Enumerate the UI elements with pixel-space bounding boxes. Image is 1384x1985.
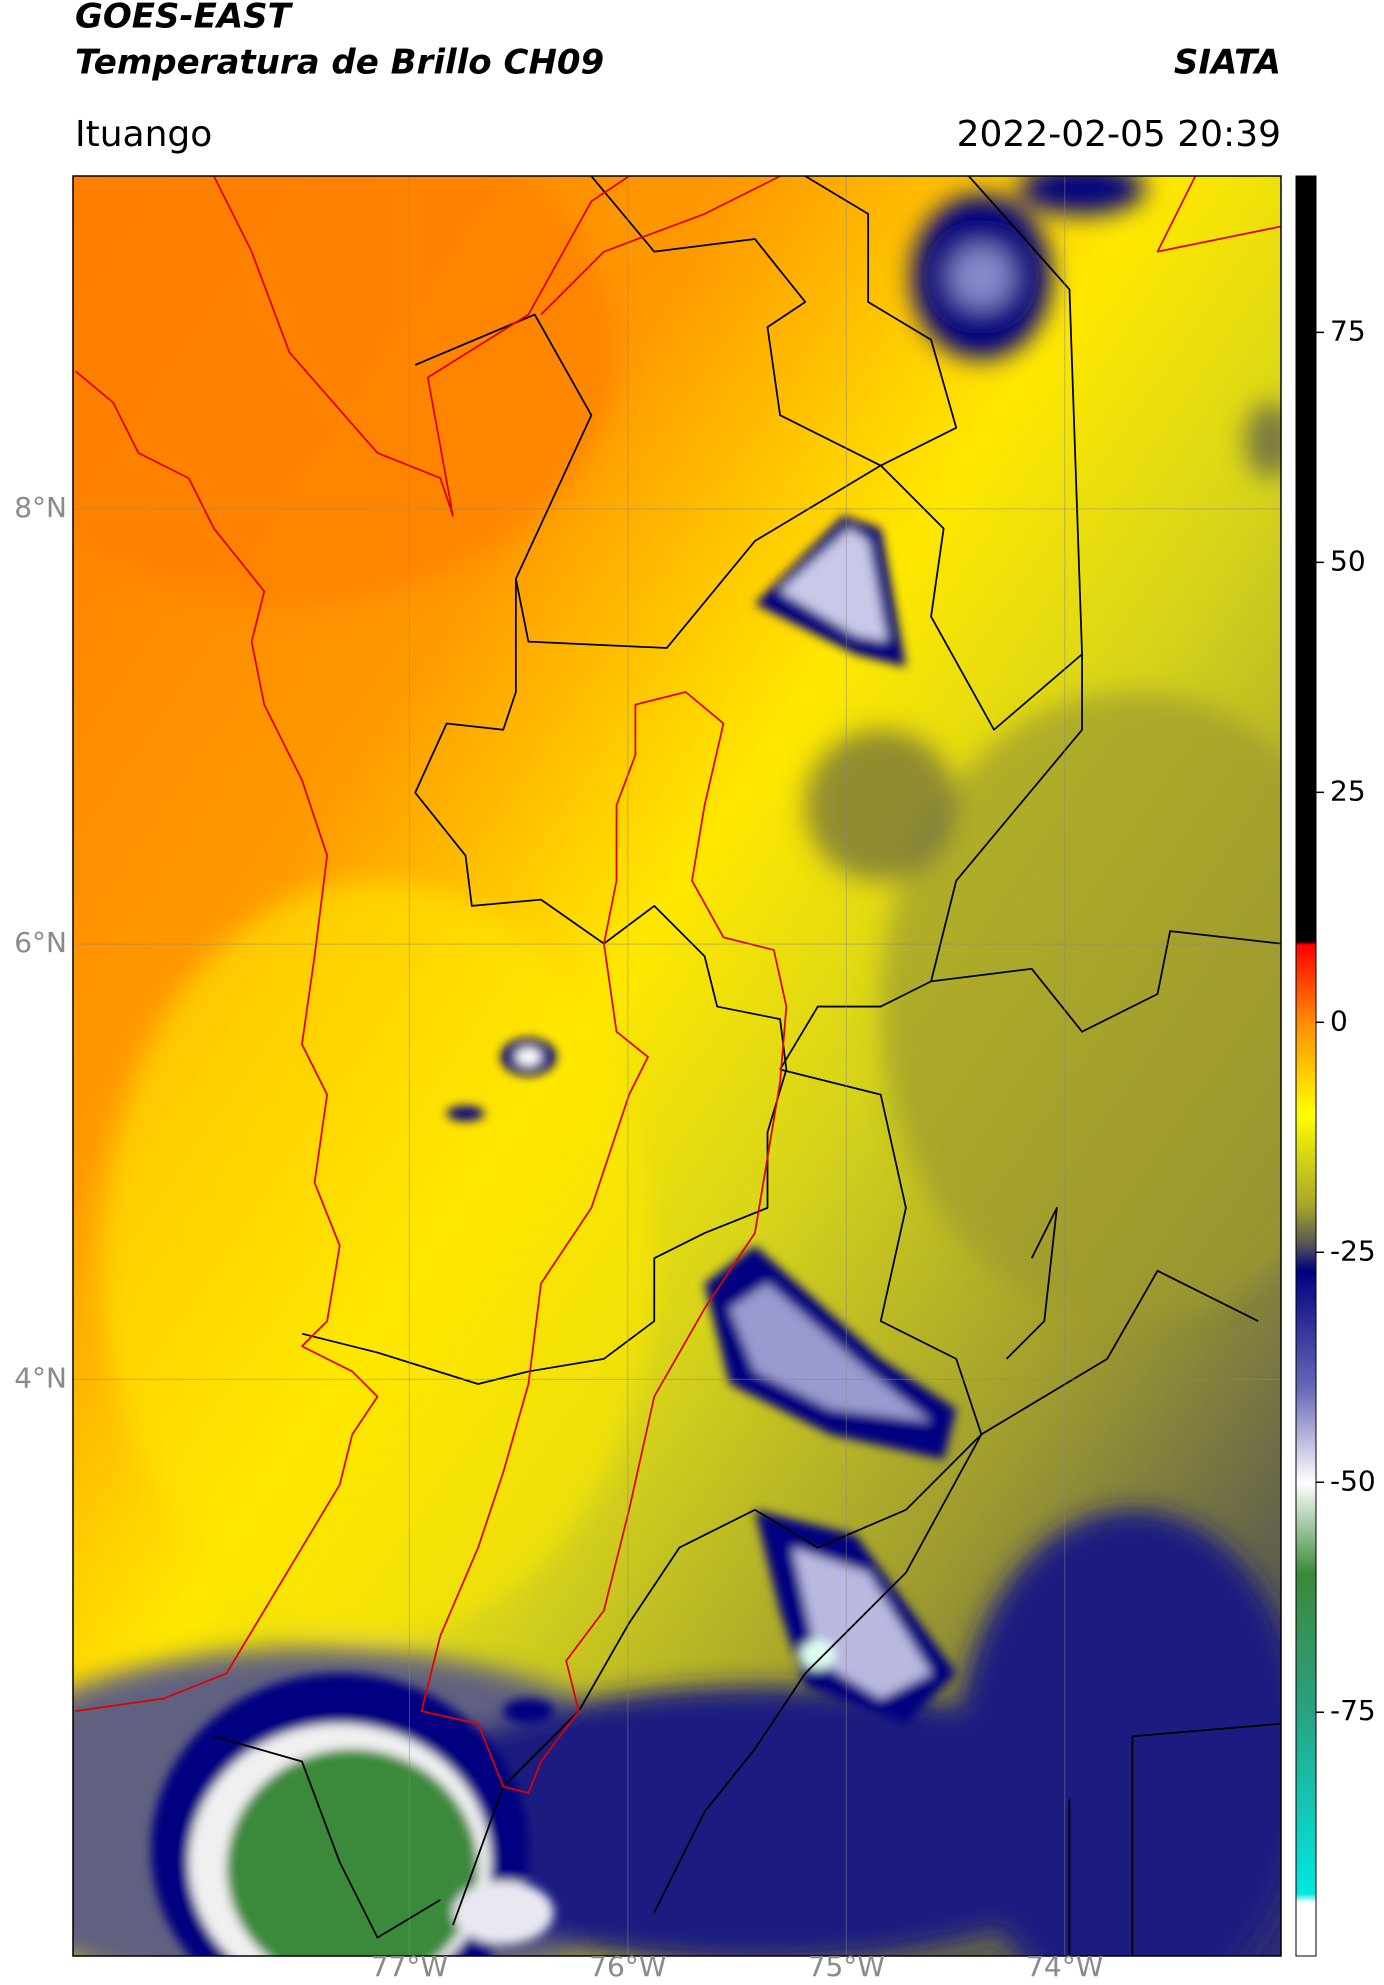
map-frame <box>72 175 1282 1957</box>
colorbar-label: 75 <box>1330 314 1366 347</box>
lon-label: 77°W <box>371 1950 448 1981</box>
grid <box>73 176 1281 1956</box>
colorbar-label: 0 <box>1330 1004 1348 1037</box>
source: SIATA <box>1174 43 1281 83</box>
map-image <box>73 176 1281 1956</box>
subtitle: Temperatura de Brillo CH09 <box>75 43 604 83</box>
colorbar-label: -25 <box>1330 1234 1376 1267</box>
colorbar-label: 25 <box>1330 774 1366 807</box>
lat-label: 8°N <box>14 491 67 524</box>
lat-label: 6°N <box>14 926 67 959</box>
datetime: 2022-02-05 20:39 <box>957 114 1281 155</box>
lat-label: 4°N <box>14 1361 67 1394</box>
colorbar-label: 50 <box>1330 544 1366 577</box>
lon-label: 74°W <box>1026 1950 1103 1981</box>
colorbar-label: -75 <box>1330 1694 1376 1727</box>
title: GOES-EAST <box>75 0 294 37</box>
lon-label: 76°W <box>589 1950 666 1981</box>
colorbar <box>1295 175 1317 1957</box>
region: Ituango <box>75 114 212 155</box>
lon-label: 75°W <box>808 1950 885 1981</box>
colorbar-label: -50 <box>1330 1464 1376 1497</box>
